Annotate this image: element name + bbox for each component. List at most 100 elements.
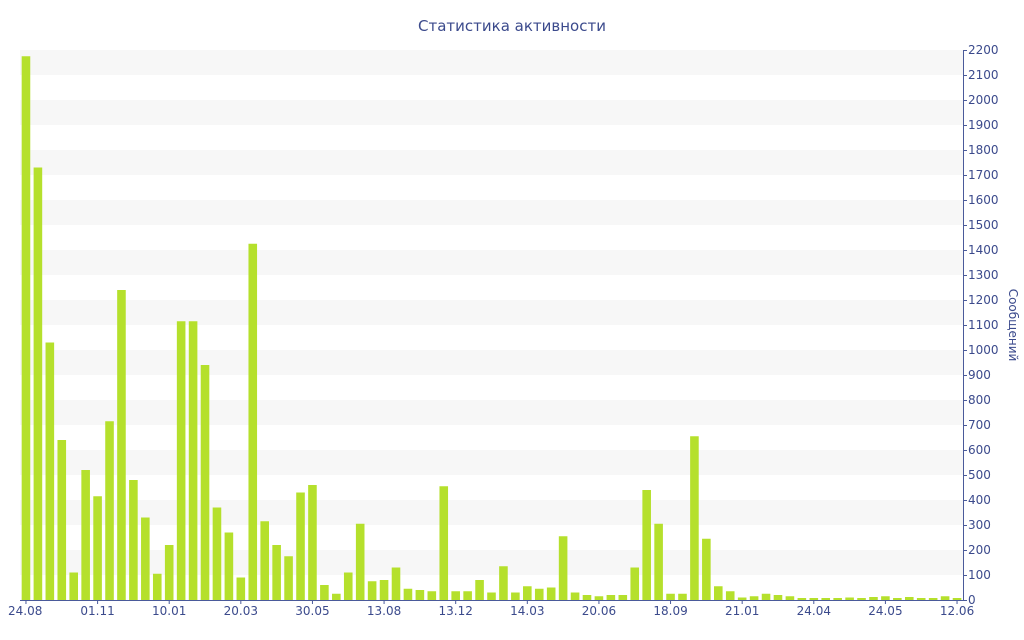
- bar[interactable]: [117, 290, 126, 600]
- bar[interactable]: [152, 573, 162, 600]
- bar[interactable]: [379, 580, 389, 600]
- bar[interactable]: [236, 577, 246, 601]
- bar[interactable]: [725, 591, 735, 600]
- y-tick-label: 800: [968, 393, 991, 407]
- bar[interactable]: [869, 597, 878, 600]
- bar[interactable]: [308, 485, 317, 600]
- grid-band: [20, 450, 963, 475]
- bar[interactable]: [511, 592, 520, 601]
- y-axis-label: Сообщений: [1006, 289, 1020, 362]
- bar[interactable]: [702, 538, 711, 600]
- bar[interactable]: [499, 566, 508, 600]
- bar[interactable]: [212, 507, 222, 601]
- bar[interactable]: [487, 592, 496, 601]
- bar[interactable]: [666, 593, 675, 600]
- bar[interactable]: [93, 496, 102, 600]
- bar[interactable]: [761, 593, 771, 600]
- bar[interactable]: [558, 536, 568, 600]
- bar[interactable]: [618, 595, 628, 600]
- bar[interactable]: [355, 523, 365, 600]
- bar[interactable]: [320, 585, 329, 600]
- bar[interactable]: [475, 580, 484, 600]
- bar[interactable]: [606, 595, 616, 600]
- x-tick-label: 18.09: [653, 604, 687, 618]
- bar[interactable]: [916, 598, 926, 600]
- y-tick-label: 0: [968, 593, 976, 607]
- bar[interactable]: [403, 588, 413, 600]
- bar[interactable]: [594, 596, 604, 600]
- grid-band: [20, 500, 963, 525]
- bar[interactable]: [940, 596, 950, 600]
- bar[interactable]: [439, 486, 449, 600]
- bar[interactable]: [833, 598, 842, 600]
- bar[interactable]: [200, 365, 210, 600]
- bar[interactable]: [642, 490, 651, 600]
- bar[interactable]: [105, 421, 114, 600]
- bar[interactable]: [463, 591, 472, 600]
- bar[interactable]: [81, 470, 90, 600]
- bar[interactable]: [809, 598, 819, 600]
- bar[interactable]: [296, 492, 305, 601]
- bar[interactable]: [546, 587, 556, 601]
- grid-band: [20, 200, 963, 225]
- bar[interactable]: [248, 243, 258, 600]
- bar[interactable]: [332, 593, 341, 600]
- y-tick-label: 2200: [968, 43, 999, 57]
- bar[interactable]: [893, 598, 902, 600]
- bar[interactable]: [272, 545, 281, 600]
- y-tick-label: 300: [968, 518, 991, 532]
- x-tick-label: 01.11: [80, 604, 114, 618]
- bar[interactable]: [928, 598, 938, 600]
- bar[interactable]: [57, 440, 67, 600]
- bar[interactable]: [904, 597, 914, 600]
- bar[interactable]: [749, 596, 759, 600]
- y-tick-label: 1100: [968, 318, 999, 332]
- bar[interactable]: [534, 588, 544, 600]
- bar[interactable]: [785, 596, 795, 600]
- bar[interactable]: [260, 521, 269, 600]
- y-tick-label: 1600: [968, 193, 999, 207]
- y-tick-label: 100: [968, 568, 991, 582]
- bar[interactable]: [224, 532, 234, 601]
- grid-band: [20, 300, 963, 325]
- bar[interactable]: [164, 545, 174, 600]
- bar[interactable]: [773, 595, 783, 600]
- bar[interactable]: [821, 598, 831, 600]
- x-tick-label: 24.08: [8, 604, 42, 618]
- bar[interactable]: [714, 586, 723, 600]
- bar[interactable]: [33, 167, 43, 601]
- bar[interactable]: [630, 567, 640, 601]
- bar[interactable]: [797, 598, 807, 600]
- bar[interactable]: [129, 480, 138, 600]
- bar[interactable]: [188, 321, 198, 600]
- bar[interactable]: [678, 593, 687, 600]
- bar[interactable]: [952, 598, 962, 600]
- bar[interactable]: [367, 581, 377, 600]
- bar[interactable]: [570, 592, 580, 601]
- bar[interactable]: [427, 591, 437, 600]
- bar[interactable]: [654, 523, 663, 600]
- bar[interactable]: [415, 590, 425, 600]
- bar[interactable]: [582, 595, 592, 600]
- bar[interactable]: [21, 56, 31, 600]
- bar[interactable]: [451, 591, 460, 600]
- y-tick-label: 500: [968, 468, 991, 482]
- bar[interactable]: [176, 321, 186, 600]
- bar[interactable]: [45, 342, 55, 601]
- bar[interactable]: [391, 567, 401, 601]
- bar[interactable]: [343, 572, 353, 601]
- grid-band: [20, 350, 963, 375]
- bar[interactable]: [690, 436, 699, 600]
- bar[interactable]: [881, 596, 890, 600]
- bar[interactable]: [737, 597, 747, 601]
- bar[interactable]: [284, 556, 293, 600]
- x-tick-label: 13.12: [439, 604, 473, 618]
- bar[interactable]: [141, 517, 150, 601]
- bar[interactable]: [69, 572, 79, 601]
- x-tick-label: 10.01: [152, 604, 186, 618]
- x-tick-label: 14.03: [510, 604, 544, 618]
- bar[interactable]: [857, 598, 866, 600]
- bar[interactable]: [845, 597, 854, 601]
- bar[interactable]: [523, 586, 532, 600]
